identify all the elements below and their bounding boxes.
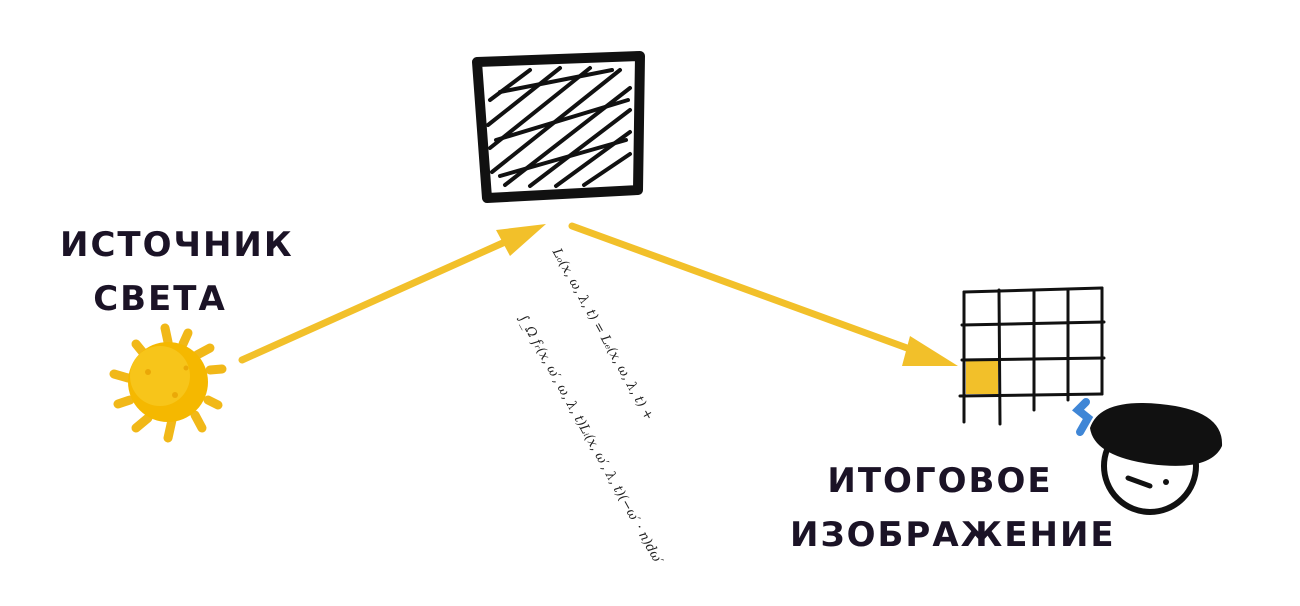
viewer-eye-icon <box>1072 398 1223 515</box>
pixel-grid-icon <box>958 286 1106 426</box>
light-source-line2: СВЕТА <box>93 279 227 319</box>
final-image-line1: ИТОГОВОЕ <box>827 461 1053 501</box>
light-source-label: ИСТОЧНИК СВЕТА <box>60 225 294 319</box>
lit-pixel <box>966 360 998 394</box>
arrow-light-to-surface <box>238 224 546 364</box>
sun-icon <box>109 323 227 443</box>
final-image-label: ИТОГОВОЕ ИЗОБРАЖЕНИЕ <box>790 461 1116 555</box>
arrow-surface-to-image <box>568 222 958 366</box>
final-image-line2: ИЗОБРАЖЕНИЕ <box>790 515 1116 555</box>
surface-icon <box>472 51 645 203</box>
light-source-line1: ИСТОЧНИК <box>60 225 294 265</box>
